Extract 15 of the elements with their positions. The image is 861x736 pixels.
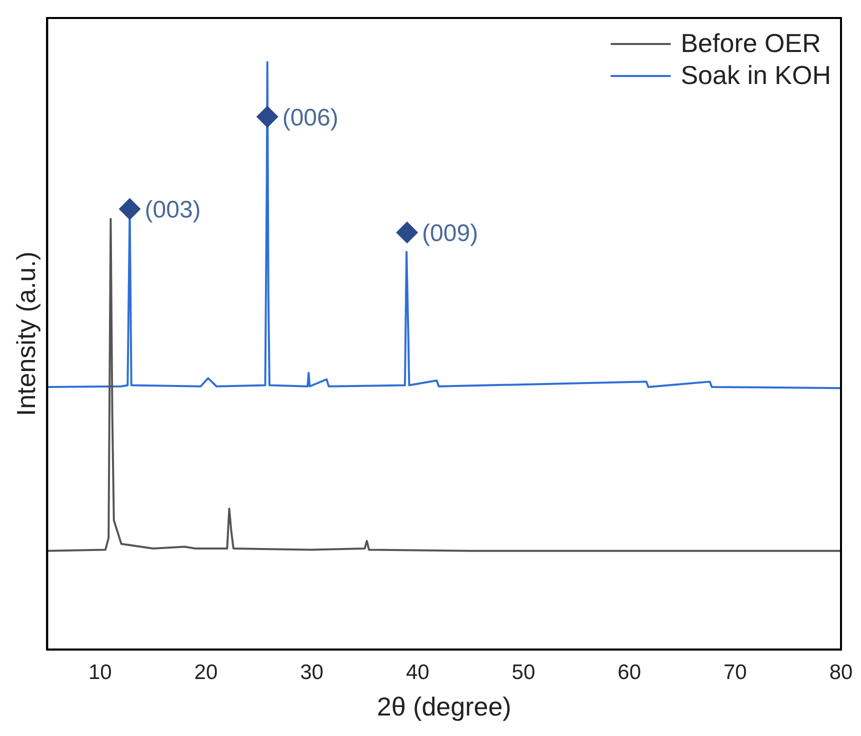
- x-tick-label: 20: [194, 660, 218, 684]
- x-tick-label: 50: [512, 660, 536, 684]
- annotation: (009): [422, 220, 478, 248]
- annotation: (006): [282, 104, 338, 132]
- x-tick-label: 30: [300, 660, 324, 684]
- x-tick-label: 70: [723, 660, 747, 684]
- legend-label: Soak in KOH: [680, 60, 832, 90]
- annotation: (003): [144, 196, 201, 224]
- x-axis-title: 2θ (degree): [376, 692, 512, 722]
- x-tick-label: 80: [829, 660, 853, 684]
- x-tick-label: 60: [618, 660, 641, 684]
- x-tick-label: 40: [406, 660, 430, 684]
- y-axis-title: Intensity (a.u.): [10, 251, 41, 416]
- x-tick-label: 10: [88, 660, 112, 684]
- legend-label: Before OER: [680, 28, 821, 58]
